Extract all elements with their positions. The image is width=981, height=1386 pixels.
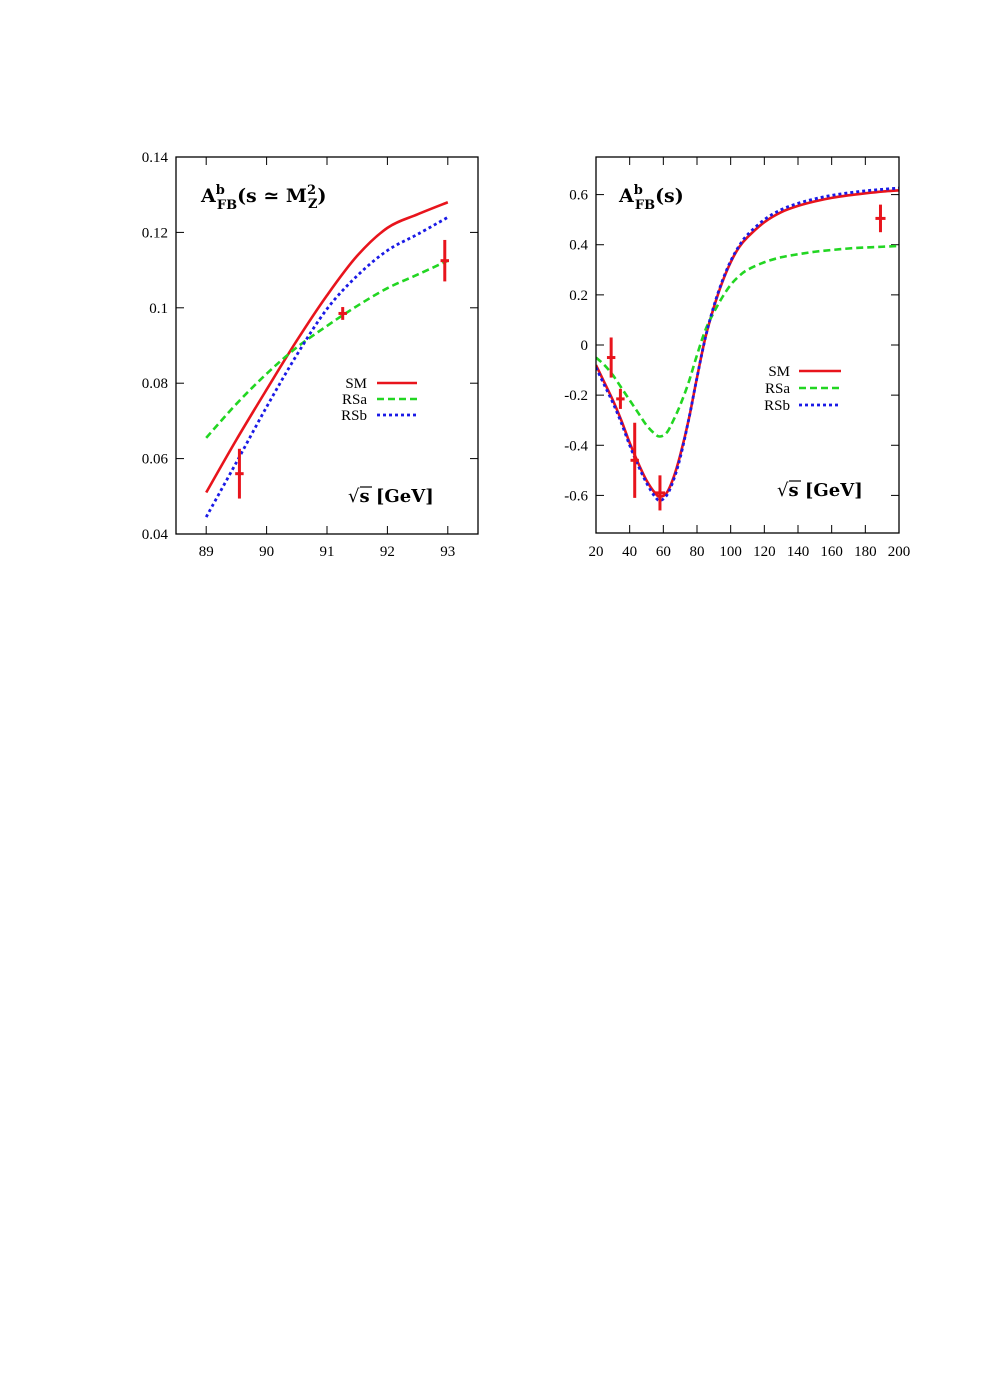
chart-title: Ab FB(s ≃ M2 Z)	[200, 183, 326, 213]
series-line-sm	[205, 201, 449, 494]
x-tick-label: 200	[888, 544, 911, 560]
plot-frame	[595, 156, 900, 534]
x-tick-label: 40	[622, 544, 637, 560]
series-line-rsb	[596, 186, 899, 502]
y-tick-label: 0.14	[142, 150, 169, 166]
series-line-sm	[596, 189, 899, 498]
y-tick-label: 0.6	[569, 188, 588, 204]
plot-frame	[175, 156, 479, 535]
legend-label-sm: SM	[345, 376, 367, 392]
y-tick-label: 0.12	[142, 225, 168, 241]
series-line-rsa	[205, 259, 449, 439]
y-tick-label: 0.04	[142, 527, 169, 543]
y-tick-label: 0.4	[569, 238, 588, 254]
y-tick-label: 0.2	[569, 288, 588, 304]
x-axis-label: √s [GeV]	[348, 486, 434, 507]
y-tick-label: 0.08	[142, 376, 168, 392]
x-tick-label: 80	[690, 544, 705, 560]
chart-title: Ab FB(s)	[618, 183, 684, 213]
y-tick-label: 0	[581, 338, 589, 354]
x-tick-label: 91	[320, 544, 335, 560]
legend-label-rsa: RSa	[765, 381, 790, 397]
data-point	[440, 239, 450, 282]
data-point	[235, 448, 244, 499]
x-axis-label: √s [GeV]	[777, 480, 863, 501]
x-tick-label: 140	[787, 544, 810, 560]
data-point	[338, 307, 347, 320]
legend-label-sm: SM	[768, 364, 790, 380]
x-tick-label: 100	[719, 544, 742, 560]
y-tick-label: -0.4	[564, 438, 588, 454]
data-point	[875, 204, 886, 233]
data-point	[616, 388, 625, 409]
x-tick-label: 90	[259, 544, 274, 560]
x-tick-label: 92	[380, 544, 395, 560]
left-panel: 89 90 91 92 93 0.04 0.06 0.08 0.1 0.12 0.14 Ab FB(s …	[142, 150, 479, 560]
legend-label-rsb: RSb	[764, 398, 790, 414]
series-line-rsa	[596, 244, 899, 438]
x-tick-label: 20	[589, 544, 604, 560]
y-tick-label: 0.1	[149, 301, 168, 317]
series-line-rsb	[204, 216, 449, 518]
x-tick-label: 93	[440, 544, 455, 560]
x-tick-label: 120	[753, 544, 776, 560]
x-tick-label: 89	[199, 544, 214, 560]
x-tick-label: 60	[656, 544, 671, 560]
right-panel: 20 40 60 80 100 120 140 160 180 200 -0.6 -0.4 -0.2 0 0…	[564, 156, 911, 560]
curves	[596, 186, 899, 502]
x-tick-label: 160	[820, 544, 843, 560]
data-point	[606, 337, 616, 378]
y-tick-label: -0.6	[564, 488, 588, 504]
y-tick-label: -0.2	[564, 388, 588, 404]
legend-label-rsa: RSa	[342, 392, 367, 408]
x-tick-label: 180	[854, 544, 877, 560]
curves	[204, 201, 449, 518]
legend-label-rsb: RSb	[341, 408, 367, 424]
y-tick-label: 0.06	[142, 452, 169, 468]
data-point	[630, 422, 639, 498]
data-point	[654, 475, 666, 511]
